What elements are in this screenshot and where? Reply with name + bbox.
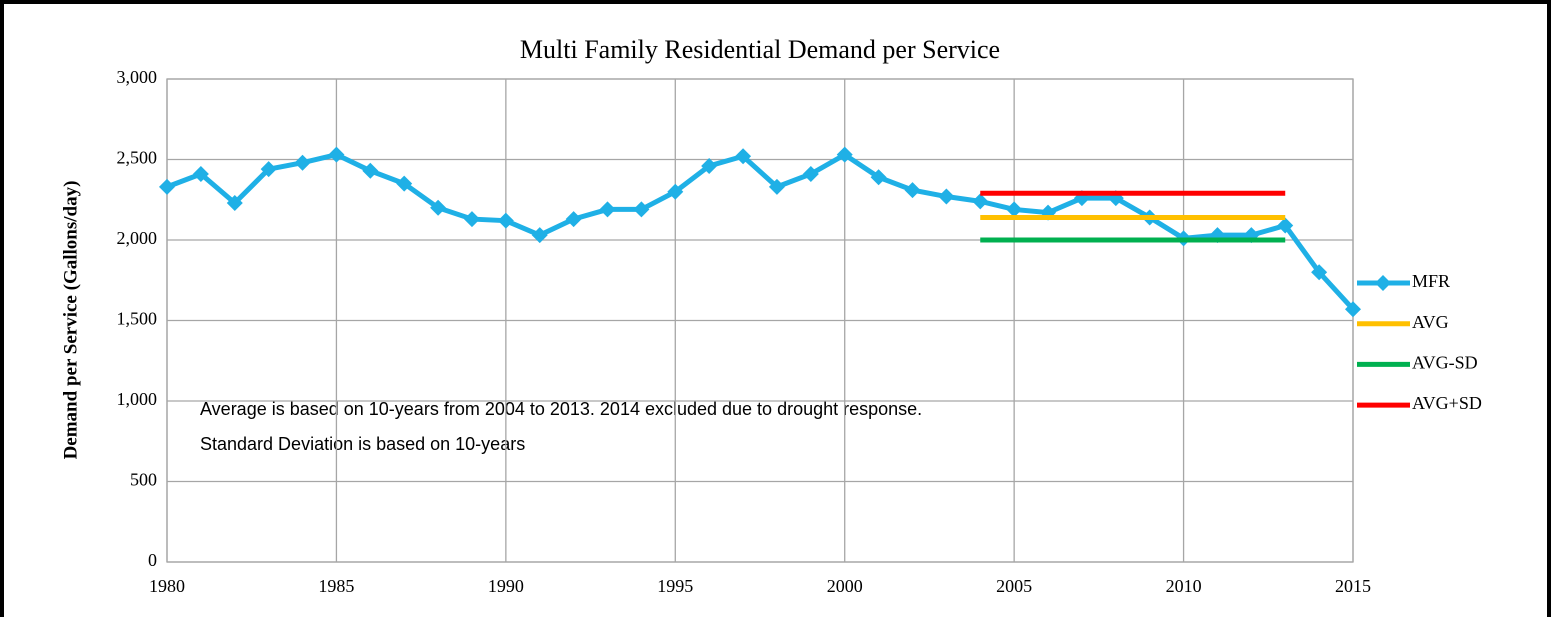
marker [396,175,413,192]
marker [633,201,650,218]
plot-border [166,78,1354,563]
marker [836,146,853,163]
marker [938,188,955,205]
legend-label: AVG+SD [1412,393,1482,413]
marker [1277,217,1294,234]
marker [870,169,887,186]
marker [531,227,548,244]
y-tick-label: 2,500 [117,148,158,168]
legend-label: AVG-SD [1412,353,1478,373]
marker [904,182,921,199]
marker [260,161,277,178]
marker [972,193,989,210]
marker [1345,301,1361,318]
legend-label: MFR [1412,271,1450,291]
chart-title: Multi Family Residential Demand per Serv… [520,35,1000,64]
marker [497,212,514,229]
marker [667,183,684,200]
series-line [166,151,1355,311]
marker [802,165,819,182]
marker [294,154,311,171]
x-tick-label: 1980 [149,576,185,596]
marker [599,201,616,218]
legend-label: AVG [1412,312,1449,332]
marker [1311,264,1328,281]
marker [463,211,480,228]
annotation: Standard Deviation is based on 10-years [200,434,525,454]
y-tick-label: 2,000 [117,228,158,248]
y-tick-label: 1,000 [117,389,158,409]
x-tick-label: 1990 [488,576,524,596]
marker [226,194,243,211]
y-axis-label: Demand per Service (Gallons/day) [60,181,81,460]
x-tick-label: 2010 [1166,576,1202,596]
marker [768,178,785,195]
marker [1006,201,1023,218]
x-tick-label: 1995 [657,576,693,596]
annotation: Average is based on 10-years from 2004 t… [200,399,922,419]
marker [192,165,209,182]
x-tick-label: 2015 [1335,576,1371,596]
x-tick-label: 2005 [996,576,1032,596]
marker [159,178,175,195]
x-tick-label: 2000 [827,576,863,596]
marker [565,211,582,228]
y-tick-label: 500 [130,470,157,490]
marker [328,146,345,163]
y-tick-label: 0 [148,550,157,570]
marker [430,199,447,216]
y-tick-label: 3,000 [117,67,158,87]
y-tick-label: 1,500 [117,309,158,329]
x-tick-label: 1985 [318,576,354,596]
legend-marker [1375,275,1391,291]
marker [701,157,718,174]
marker [362,162,379,179]
marker [735,148,752,165]
